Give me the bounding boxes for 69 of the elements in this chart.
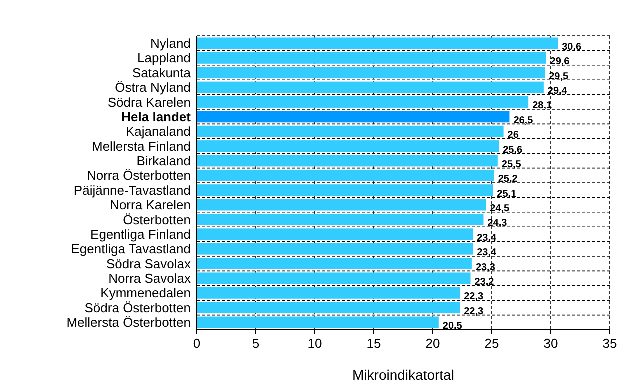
data-label: 22,3 bbox=[464, 306, 484, 318]
bar bbox=[197, 38, 558, 50]
bar bbox=[197, 199, 486, 211]
data-label: 30,6 bbox=[562, 42, 582, 53]
data-label: 23,2 bbox=[474, 276, 495, 288]
x-tick-label: 0 bbox=[193, 336, 201, 351]
y-tick-label: Satakunta bbox=[132, 65, 192, 80]
data-label: 23,3 bbox=[476, 262, 496, 274]
data-label: 22,3 bbox=[464, 292, 484, 303]
y-tick-label: Mellersta Österbotten bbox=[66, 315, 191, 330]
bar bbox=[197, 272, 471, 284]
data-label: 29,5 bbox=[549, 71, 569, 82]
data-label: 23,4 bbox=[477, 232, 498, 244]
data-label: 25,6 bbox=[503, 144, 523, 156]
bar bbox=[197, 184, 494, 196]
y-tick-label: Södra Karelen bbox=[108, 94, 191, 110]
bar bbox=[197, 170, 494, 182]
bar bbox=[197, 111, 510, 123]
y-tick-label: Birkaland bbox=[136, 154, 191, 169]
data-label: 28,1 bbox=[532, 100, 552, 112]
y-tick-label: Päijänne-Tavastland bbox=[74, 182, 191, 198]
bar bbox=[197, 52, 546, 64]
y-tick-label: Norra Savolax bbox=[108, 271, 192, 286]
bar bbox=[197, 96, 529, 108]
y-tick-label: Södra Savolax bbox=[106, 256, 192, 272]
bar bbox=[197, 67, 546, 79]
data-label: 23,4 bbox=[477, 248, 498, 259]
bar bbox=[197, 214, 484, 226]
x-tick-label: 10 bbox=[308, 336, 322, 351]
y-tick-label: Österbotten bbox=[123, 212, 191, 228]
bar bbox=[197, 126, 504, 138]
y-tick-label: Kajanaland bbox=[126, 124, 191, 140]
data-label: 29,4 bbox=[548, 86, 568, 98]
data-label: 20,5 bbox=[442, 321, 463, 332]
y-tick-label: Hela landet bbox=[122, 109, 192, 124]
bar bbox=[197, 140, 500, 152]
bar bbox=[197, 82, 544, 94]
y-tick-label: Nyland bbox=[150, 36, 191, 52]
bar bbox=[197, 287, 460, 299]
x-tick-label: 5 bbox=[252, 336, 260, 351]
bar bbox=[197, 155, 498, 167]
data-label: 25,1 bbox=[497, 188, 518, 200]
bar bbox=[197, 228, 474, 240]
data-label: 26,5 bbox=[514, 115, 534, 126]
y-tick-label: Kymmenedalen bbox=[100, 286, 191, 301]
y-tick-label: Egentliga Tavastland bbox=[71, 242, 191, 257]
x-axis-title: Mikroindikatortal bbox=[352, 367, 454, 383]
data-label: 24,5 bbox=[490, 204, 510, 215]
y-tick-label: Norra Österbotten bbox=[86, 168, 191, 184]
y-tick-label: Östra Nyland bbox=[115, 80, 191, 96]
x-tick-label: 35 bbox=[602, 336, 618, 351]
data-label: 29,6 bbox=[550, 56, 570, 68]
x-tick-label: 25 bbox=[484, 336, 500, 351]
data-label: 24,3 bbox=[488, 218, 508, 230]
y-tick-label: Mellersta Finland bbox=[92, 138, 191, 154]
data-label: 25,2 bbox=[498, 174, 518, 186]
data-label: 26 bbox=[508, 130, 520, 142]
bar bbox=[197, 302, 460, 314]
x-tick-label: 20 bbox=[426, 336, 440, 351]
bar bbox=[197, 316, 439, 328]
y-tick-label: Egentliga Finland bbox=[90, 226, 191, 242]
bar bbox=[197, 243, 474, 255]
x-tick-label: 15 bbox=[366, 336, 382, 351]
bar bbox=[197, 258, 472, 270]
y-tick-label: Södra Österbotten bbox=[84, 300, 191, 316]
data-label: 25,5 bbox=[502, 159, 522, 170]
y-tick-label: Norra Karelen bbox=[110, 198, 191, 213]
y-tick-label: Lappland bbox=[138, 50, 191, 66]
x-tick-label: 30 bbox=[544, 336, 558, 351]
